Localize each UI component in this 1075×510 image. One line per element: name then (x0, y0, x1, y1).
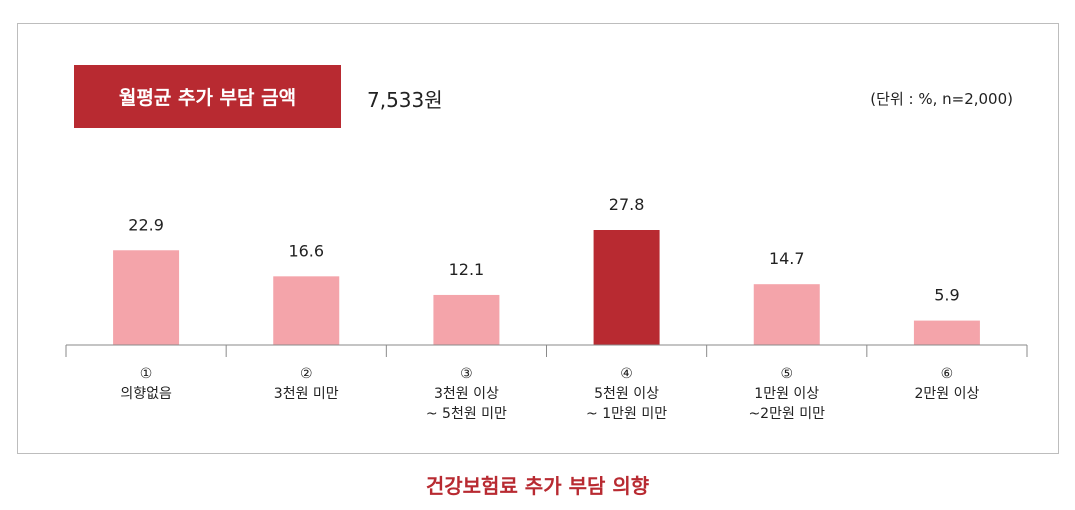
value-label-3: 12.1 (449, 260, 485, 279)
category-label-3-line-3: ~ 5천원 미만 (426, 406, 507, 422)
chart-frame (17, 23, 1059, 454)
average-burden-badge: 월평균 추가 부담 금액 (74, 65, 341, 128)
category-label-3-line-2: 3천원 이상 (434, 386, 499, 402)
chart-caption: 건강보험료 추가 부담 의향 (425, 474, 650, 498)
category-label-5-line-2: 1만원 이상 (754, 386, 819, 402)
category-label-3-line-1: ③ (460, 366, 473, 382)
average-amount: 7,533원 (367, 88, 443, 112)
category-label-2-line-2: 3천원 미만 (274, 386, 339, 402)
value-label-1: 22.9 (128, 215, 164, 234)
bar-6 (913, 320, 980, 345)
bar-2 (273, 276, 340, 345)
category-label-1-line-1: ① (140, 366, 153, 382)
unit-note: (단위 : %, n=2,000) (870, 90, 1013, 108)
bar-4 (593, 230, 660, 345)
category-label-5-line-1: ⑤ (780, 366, 793, 382)
bar-3 (433, 294, 500, 345)
category-label-2-line-1: ② (300, 366, 313, 382)
category-label-6-line-1: ⑥ (941, 366, 954, 382)
value-label-5: 14.7 (769, 249, 805, 268)
category-label-5-line-3: ~2만원 미만 (748, 406, 825, 422)
bar-1 (113, 250, 180, 345)
value-label-4: 27.8 (609, 195, 645, 214)
category-label-6-line-2: 2만원 이상 (914, 386, 979, 402)
value-label-6: 5.9 (934, 286, 959, 305)
value-label-2: 16.6 (288, 241, 324, 260)
category-label-4-line-3: ~ 1만원 미만 (586, 406, 667, 422)
category-label-4-line-2: 5천원 이상 (594, 386, 659, 402)
category-label-1-line-2: 의향없음 (120, 386, 172, 402)
bar-5 (753, 284, 820, 345)
category-label-4-line-1: ④ (620, 366, 633, 382)
